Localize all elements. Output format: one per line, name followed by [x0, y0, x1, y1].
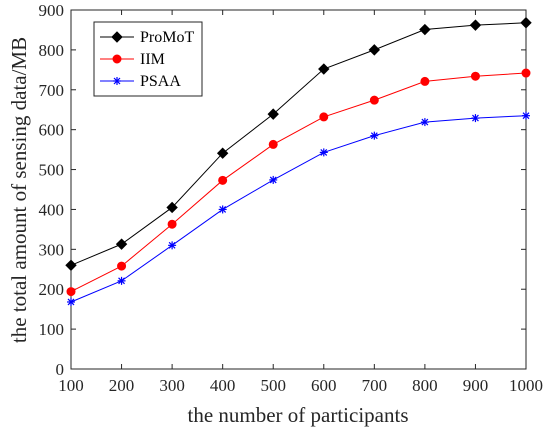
series-line	[70, 72, 527, 293]
y-tick-label: 700	[39, 81, 65, 100]
data-point	[520, 17, 532, 29]
y-tick-label: 300	[39, 240, 65, 259]
data-point	[370, 131, 379, 140]
data-point	[218, 175, 228, 185]
data-point	[521, 68, 531, 78]
y-tick-label: 600	[39, 121, 65, 140]
data-point	[115, 238, 128, 250]
data-point	[470, 71, 480, 81]
y-tick-label: 200	[39, 280, 65, 299]
y-axis-label: the total amount of sensing data/MB	[7, 37, 31, 343]
legend-label: IIM	[140, 51, 165, 68]
data-point	[117, 276, 126, 285]
data-point	[420, 118, 429, 127]
y-tick-label: 0	[56, 360, 65, 379]
data-point	[420, 76, 430, 86]
legend-label: PSAA	[140, 73, 181, 90]
x-tick-label: 400	[210, 376, 236, 395]
data-point	[168, 241, 177, 250]
data-point	[419, 23, 431, 36]
legend-item: PSAA	[100, 73, 181, 90]
data-point	[166, 201, 178, 214]
data-point	[522, 111, 530, 120]
x-axis-label: the number of participants	[187, 403, 408, 427]
legend-item: ProMoT	[100, 29, 194, 46]
series-line	[70, 22, 527, 266]
axes-box	[70, 9, 527, 370]
x-tick-label: 800	[412, 376, 438, 395]
legend-marker	[111, 31, 123, 43]
series-psaa	[67, 111, 530, 306]
data-point	[319, 112, 329, 122]
legend-label: ProMoT	[140, 29, 194, 46]
x-tick-label: 1000	[509, 376, 543, 395]
data-point	[67, 297, 75, 306]
legend-marker	[112, 54, 122, 64]
x-tick-label: 100	[58, 376, 84, 395]
data-point	[318, 63, 330, 75]
series-iim	[66, 68, 531, 297]
series-line	[70, 115, 527, 303]
data-point	[369, 95, 379, 105]
legend-item: IIM	[100, 51, 165, 68]
y-tick-label: 400	[39, 200, 65, 219]
legend-marker	[113, 77, 121, 85]
series-layer	[65, 17, 532, 306]
data-point	[469, 19, 482, 31]
series-promot	[65, 17, 532, 271]
data-point	[269, 175, 278, 184]
data-point	[218, 205, 227, 214]
data-point	[65, 259, 77, 271]
x-tick-label: 500	[260, 376, 286, 395]
data-point	[267, 108, 279, 120]
x-tick-label: 600	[311, 376, 337, 395]
y-tick-label: 100	[39, 320, 65, 339]
plot-area	[70, 9, 527, 370]
x-tick-label: 700	[362, 376, 388, 395]
x-tick-label: 900	[463, 376, 489, 395]
data-point	[368, 44, 381, 56]
y-tick-label: 800	[39, 41, 65, 60]
y-tick-label: 500	[39, 161, 65, 180]
data-point	[268, 139, 278, 149]
legend: ProMoT IIM PSAA	[93, 21, 203, 97]
x-tick-label: 200	[109, 376, 135, 395]
data-point	[117, 261, 127, 271]
data-point	[66, 287, 76, 297]
x-axis-ticks: 100 200 300 400 500 600 700 800 900 1000	[58, 10, 543, 395]
y-tick-label: 900	[39, 1, 65, 20]
y-axis-ticks: 0 100 200 300 400 500 600 700 800 900	[39, 1, 526, 379]
data-point	[216, 147, 229, 159]
data-point	[319, 148, 328, 157]
x-tick-label: 300	[159, 376, 185, 395]
data-point	[167, 219, 177, 229]
data-point	[471, 114, 480, 123]
